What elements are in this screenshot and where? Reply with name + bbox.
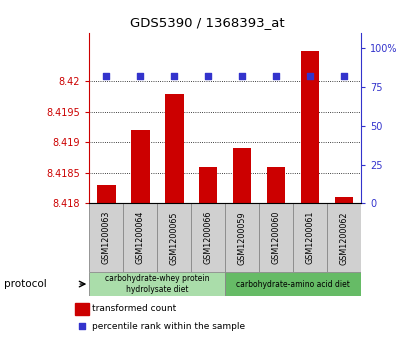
Text: GSM1200061: GSM1200061 bbox=[305, 211, 315, 265]
Bar bbox=[97, 185, 115, 203]
Bar bbox=[225, 272, 361, 296]
Text: GSM1200060: GSM1200060 bbox=[271, 211, 281, 265]
Text: GSM1200059: GSM1200059 bbox=[238, 211, 247, 265]
Point bbox=[273, 73, 279, 79]
Point bbox=[103, 73, 110, 79]
Point bbox=[205, 73, 212, 79]
Bar bbox=[233, 148, 251, 203]
Bar bbox=[293, 203, 327, 272]
Text: GSM1200066: GSM1200066 bbox=[204, 211, 212, 265]
Bar bbox=[131, 130, 149, 203]
Bar bbox=[301, 51, 320, 203]
Bar bbox=[89, 272, 225, 296]
Bar bbox=[75, 303, 89, 315]
Text: GSM1200065: GSM1200065 bbox=[170, 211, 179, 265]
Text: transformed count: transformed count bbox=[92, 305, 176, 313]
Bar bbox=[199, 167, 217, 203]
Bar bbox=[335, 197, 354, 203]
Point bbox=[137, 73, 144, 79]
Bar bbox=[89, 203, 123, 272]
Text: protocol: protocol bbox=[4, 279, 47, 289]
Bar bbox=[191, 203, 225, 272]
Bar bbox=[225, 203, 259, 272]
Text: GSM1200064: GSM1200064 bbox=[136, 211, 145, 265]
Bar bbox=[123, 203, 157, 272]
Text: GSM1200062: GSM1200062 bbox=[339, 211, 349, 265]
Text: GSM1200063: GSM1200063 bbox=[102, 211, 111, 265]
Bar bbox=[267, 167, 286, 203]
Bar bbox=[157, 203, 191, 272]
Bar bbox=[165, 94, 183, 203]
Text: carbohydrate-whey protein
hydrolysate diet: carbohydrate-whey protein hydrolysate di… bbox=[105, 274, 210, 294]
Text: percentile rank within the sample: percentile rank within the sample bbox=[92, 322, 245, 331]
Text: carbohydrate-amino acid diet: carbohydrate-amino acid diet bbox=[236, 280, 350, 289]
Text: GDS5390 / 1368393_at: GDS5390 / 1368393_at bbox=[130, 16, 285, 29]
Point bbox=[78, 323, 85, 329]
Bar bbox=[259, 203, 293, 272]
Bar bbox=[327, 203, 361, 272]
Point bbox=[171, 73, 178, 79]
Point bbox=[307, 73, 313, 79]
Point bbox=[239, 73, 245, 79]
Point bbox=[341, 73, 347, 79]
